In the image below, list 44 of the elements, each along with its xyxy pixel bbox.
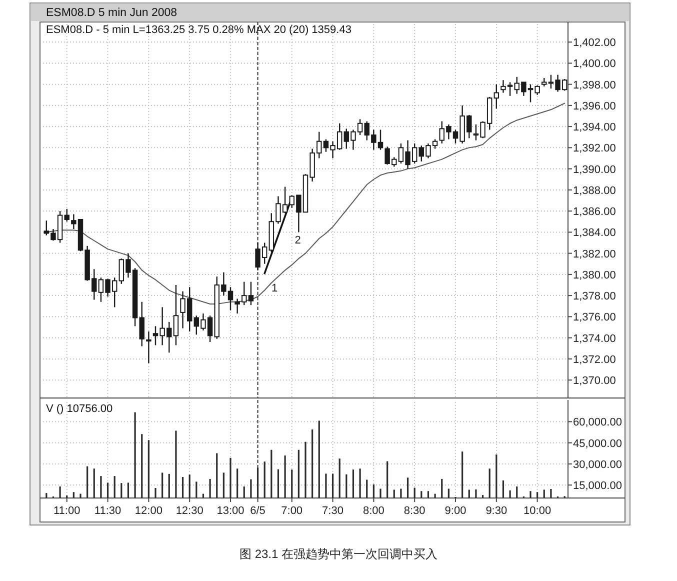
y-tick-label: 1,390.00 [573,164,616,176]
y-tick-label: 1,398.00 [573,79,616,92]
x-tick-label: 9:00 [444,505,466,517]
y-tick-label: 15,000.00 [573,480,622,492]
y-tick-label: 30,000.00 [573,458,622,471]
x-tick-label: 10:00 [524,505,552,517]
x-tick-label: 6/5 [250,505,266,517]
x-tick-label: 12:00 [134,505,162,517]
y-tick-label: 45,000.00 [573,438,622,450]
annotation: 2 [294,234,301,246]
y-tick-label: 1,394.00 [573,122,616,134]
x-tick-label: 12:30 [176,505,204,517]
y-tick-label: 1,400.00 [573,58,616,70]
candlestick [494,84,500,110]
y-tick-label: 1,384.00 [573,227,616,240]
y-tick-label: 1,378.00 [573,290,616,303]
x-tick-label: 8:00 [362,505,384,517]
caption: 图 23.1 在强趋势中第一次回调中买入 [239,547,438,561]
x-tick-label: 11:30 [94,505,122,517]
candlestick [139,301,144,347]
y-tick-label: 1,370.00 [573,375,616,388]
y-tick-label: 1,374.00 [573,332,616,345]
candlestick [64,208,70,222]
y-tick-label: 1,380.00 [573,269,616,282]
y-tick-label: 1,386.00 [573,206,616,218]
x-tick-label: 7:00 [281,505,303,517]
chart-title: V () 10756.00 [46,403,113,415]
y-tick-label: 1,376.00 [573,312,616,324]
x-tick-label: 13:00 [216,505,244,517]
y-tick-label: 1,388.00 [573,184,616,197]
y-tick-label: 1,396.00 [573,100,616,112]
x-tick-label: 11:00 [54,505,80,517]
candlestick [146,330,152,364]
y-tick-label: 60,000.00 [573,416,622,429]
chart-subtitle: ESM08.D - 5 min L=1363.25 3.75 0.28% MAX 20 (20) 1359.43 [46,24,352,36]
x-tick-label: 7:30 [322,505,344,517]
y-tick-label: 1,402.00 [573,37,616,50]
chart-title: ESM08.D 5 min Jun 2008 [46,7,178,19]
x-tick-label: 8:30 [404,505,426,517]
y-tick-label: 1,382.00 [573,248,616,260]
annotation: 1 [272,282,278,294]
y-tick-label: 1,392.00 [573,142,616,155]
x-tick-label: 9:30 [486,505,508,517]
y-tick-label: 1,372.00 [573,354,616,366]
